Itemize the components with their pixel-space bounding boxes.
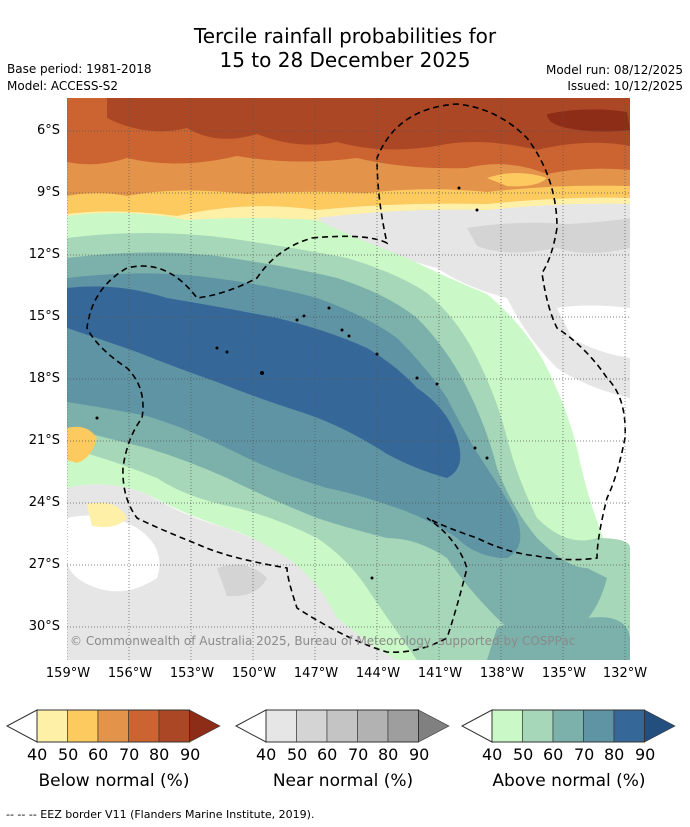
legend-near-high-arrow (418, 709, 450, 743)
gridlines (67, 98, 630, 660)
legend-above-swatch-60 (552, 709, 584, 743)
legend-above-label: Above normal (%) (492, 771, 646, 791)
legend-near-tick: 70 (348, 745, 369, 764)
lon-label: 135°W (541, 666, 587, 681)
below-80-region (107, 98, 630, 150)
legend-near-colorbar (235, 709, 450, 743)
legend-below-tick: 70 (119, 745, 140, 764)
lon-label: 141°W (417, 666, 463, 681)
base-period: Base period: 1981-2018 (7, 62, 152, 76)
lat-label: 12°S (28, 247, 60, 262)
legend-below-high-arrow (189, 709, 221, 743)
legend-above-swatch-70 (583, 709, 615, 743)
lat-label: 9°S (36, 185, 60, 200)
lat-label: 21°S (28, 433, 60, 448)
near-50-south-region (217, 564, 267, 597)
blank-region-sw (67, 515, 160, 592)
lat-label: 30°S (28, 619, 60, 634)
legend-near-frame (265, 709, 419, 743)
lon-label: 156°W (107, 666, 153, 681)
legend-below-colorbar (6, 709, 221, 743)
model-name: Model: ACCESS-S2 (7, 79, 119, 93)
eez-border (86, 103, 626, 654)
lon-label: 150°W (231, 666, 277, 681)
eez-footnote: -- -- -- EEZ border V11 (Flanders Marine… (6, 808, 315, 821)
near-50-region (467, 218, 630, 253)
lon-label: 138°W (479, 666, 525, 681)
legend-below-tick: 90 (180, 745, 201, 764)
legend-below-swatch-50 (67, 709, 99, 743)
legend-above-tick: 60 (543, 745, 564, 764)
legend-above-tick: 80 (604, 745, 625, 764)
legend-below-tick: 80 (149, 745, 170, 764)
blank-region-east (557, 305, 630, 358)
legend-below-low-arrow (6, 709, 38, 743)
legend-near-low-arrow (235, 709, 267, 743)
legend-above-colorbar (461, 709, 676, 743)
lon-label: 147°W (293, 666, 339, 681)
above-80-region (67, 286, 461, 478)
lon-label: 132°W (602, 666, 648, 681)
legend-above-tick: 50 (513, 745, 534, 764)
lon-label: 144°W (355, 666, 401, 681)
probability-map (67, 98, 630, 660)
above-70-patch (417, 494, 467, 524)
legend-above-low-arrow (461, 709, 493, 743)
legend-near-tick: 50 (287, 745, 308, 764)
legend-above-high-arrow (644, 709, 676, 743)
map-title: Tercile rainfall probabilities for 15 to… (0, 24, 690, 72)
legend-below-swatch-60 (97, 709, 129, 743)
below-40-west-patch (87, 502, 127, 527)
below-90-region (547, 109, 630, 132)
legend-below-frame (36, 709, 190, 743)
legend-near-swatch-80 (387, 709, 419, 743)
legend-above-swatch-40 (491, 709, 523, 743)
legend-near-swatch-60 (326, 709, 358, 743)
legend-above-tick: 90 (635, 745, 656, 764)
legend-below-tick: 40 (27, 745, 48, 764)
legend-above-tick: 70 (574, 745, 595, 764)
legend-near-tick: 80 (378, 745, 399, 764)
legend-below-swatch-40 (36, 709, 68, 743)
lon-label: 159°W (45, 666, 91, 681)
above-60-south-patch (487, 614, 630, 660)
lat-label: 24°S (28, 495, 60, 510)
legend-below-tick: 60 (88, 745, 109, 764)
lat-label: 15°S (28, 309, 60, 324)
legend-below-label: Below normal (%) (38, 771, 190, 791)
legend-near-tick: 40 (256, 745, 277, 764)
above-80-patch (367, 397, 431, 458)
legend-above-tick: 40 (482, 745, 503, 764)
legend-above-frame (491, 709, 645, 743)
legend-near-tick: 90 (409, 745, 430, 764)
legend-near-swatch-50 (296, 709, 328, 743)
legend-below-swatch-70 (128, 709, 160, 743)
copyright-notice: © Commonwealth of Australia 2025, Bureau… (70, 634, 576, 648)
below-50-west-patch (67, 426, 97, 463)
legend-above-swatch-50 (522, 709, 554, 743)
legend-near-swatch-70 (357, 709, 389, 743)
below-50-patch (487, 173, 547, 187)
legend-below-swatch-80 (158, 709, 190, 743)
title-line-2: 15 to 28 December 2025 (219, 48, 471, 72)
lon-label: 153°W (169, 666, 215, 681)
lat-label: 6°S (36, 123, 60, 138)
legend-near-label: Near normal (%) (272, 771, 414, 791)
legend-near-tick: 60 (317, 745, 338, 764)
legend-near-swatch-40 (265, 709, 297, 743)
lat-label: 18°S (28, 371, 60, 386)
lat-label: 27°S (28, 557, 60, 572)
model-run: Model run: 08/12/2025 (545, 63, 683, 77)
legend-above-swatch-80 (613, 709, 645, 743)
issued-date: Issued: 10/12/2025 (567, 79, 683, 93)
legend-below-tick: 50 (58, 745, 79, 764)
title-line-1: Tercile rainfall probabilities for (193, 24, 497, 48)
